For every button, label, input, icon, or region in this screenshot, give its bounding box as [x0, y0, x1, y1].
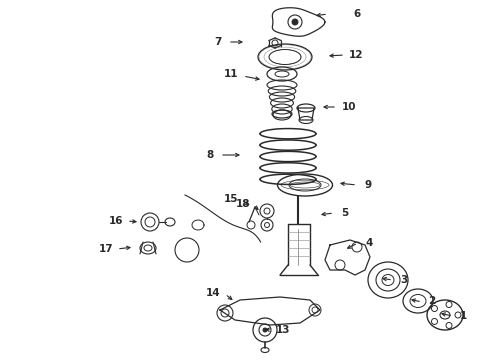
- Text: 11: 11: [224, 69, 238, 79]
- Text: 5: 5: [342, 208, 348, 218]
- Text: 4: 4: [366, 238, 373, 248]
- Text: 18: 18: [236, 199, 250, 209]
- Circle shape: [292, 19, 298, 25]
- Circle shape: [263, 328, 267, 332]
- Text: 12: 12: [349, 50, 363, 60]
- Text: 1: 1: [460, 311, 466, 321]
- Text: 9: 9: [365, 180, 371, 190]
- Text: 8: 8: [206, 150, 214, 160]
- Text: 17: 17: [98, 244, 113, 254]
- Text: 6: 6: [353, 9, 361, 19]
- Text: 14: 14: [206, 288, 220, 298]
- Text: 13: 13: [276, 325, 290, 335]
- Text: 10: 10: [342, 102, 356, 112]
- Text: 15: 15: [224, 194, 238, 204]
- Text: 16: 16: [109, 216, 123, 226]
- Text: 7: 7: [214, 37, 221, 47]
- Text: 2: 2: [428, 296, 436, 306]
- Text: 3: 3: [400, 275, 408, 285]
